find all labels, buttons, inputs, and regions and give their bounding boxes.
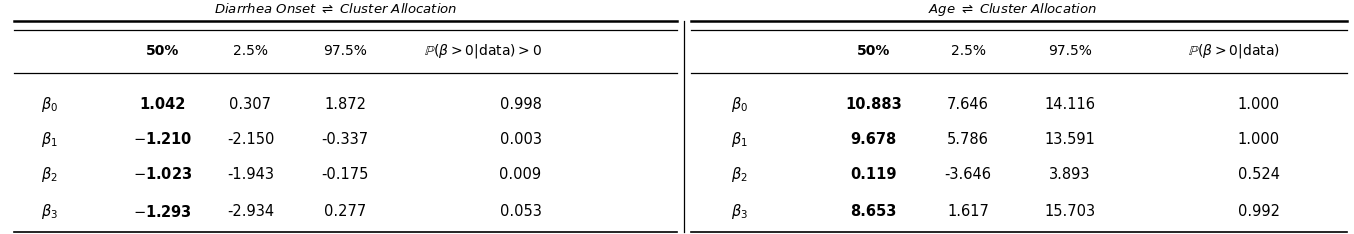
Text: 7.646: 7.646: [948, 97, 988, 112]
Text: 10.883: 10.883: [845, 97, 902, 112]
Text: 1.000: 1.000: [1238, 97, 1280, 112]
Text: 0.524: 0.524: [1238, 167, 1280, 182]
Text: $\beta_1$: $\beta_1$: [41, 130, 57, 149]
Text: 2.5%: 2.5%: [233, 44, 268, 58]
Text: $-$1.210: $-$1.210: [133, 131, 192, 147]
Text: 97.5%: 97.5%: [324, 44, 367, 58]
Text: -2.934: -2.934: [227, 204, 274, 219]
Text: $\beta_2$: $\beta_2$: [41, 165, 57, 184]
Text: 0.992: 0.992: [1238, 204, 1280, 219]
Text: 50%: 50%: [857, 44, 890, 58]
Text: $\beta_3$: $\beta_3$: [731, 202, 749, 221]
Text: 3.893: 3.893: [1049, 167, 1090, 182]
Text: $-$1.023: $-$1.023: [133, 166, 192, 182]
Text: -1.943: -1.943: [227, 167, 274, 182]
Text: 9.678: 9.678: [850, 132, 896, 147]
Text: 13.591: 13.591: [1044, 132, 1095, 147]
Text: -3.646: -3.646: [945, 167, 991, 182]
Text: 14.116: 14.116: [1044, 97, 1095, 112]
Text: $\mathit{Age}$ $\rightleftharpoons$ $\mathit{Cluster\ Allocation}$: $\mathit{Age}$ $\rightleftharpoons$ $\ma…: [929, 1, 1097, 18]
Text: 15.703: 15.703: [1044, 204, 1095, 219]
Text: 0.003: 0.003: [500, 132, 542, 147]
Text: $\beta_1$: $\beta_1$: [731, 130, 747, 149]
Text: -0.175: -0.175: [322, 167, 368, 182]
Text: -2.150: -2.150: [227, 132, 274, 147]
Text: 0.998: 0.998: [500, 97, 542, 112]
Text: 1.042: 1.042: [139, 97, 185, 112]
Text: 0.053: 0.053: [500, 204, 542, 219]
Text: 0.119: 0.119: [850, 167, 896, 182]
Text: 0.009: 0.009: [500, 167, 542, 182]
Text: 97.5%: 97.5%: [1048, 44, 1091, 58]
Text: 1.000: 1.000: [1238, 132, 1280, 147]
Text: $\beta_0$: $\beta_0$: [731, 95, 749, 114]
Text: $\mathit{Diarrhea\ Onset}$ $\rightleftharpoons$ $\mathit{Cluster\ Allocation}$: $\mathit{Diarrhea\ Onset}$ $\rightleftha…: [214, 3, 458, 16]
Text: 5.786: 5.786: [948, 132, 988, 147]
Text: -0.337: -0.337: [322, 132, 368, 147]
Text: $\mathbb{P}(\beta > 0|\mathrm{data})$: $\mathbb{P}(\beta > 0|\mathrm{data})$: [1187, 43, 1280, 60]
Text: $\beta_0$: $\beta_0$: [41, 95, 58, 114]
Text: $\beta_3$: $\beta_3$: [41, 202, 58, 221]
Text: 8.653: 8.653: [850, 204, 896, 219]
Text: $\mathbb{P}(\beta > 0|\mathrm{data}) > 0$: $\mathbb{P}(\beta > 0|\mathrm{data}) > 0…: [424, 43, 542, 60]
Text: 0.307: 0.307: [229, 97, 272, 112]
Text: 50%: 50%: [146, 44, 179, 58]
Text: 2.5%: 2.5%: [951, 44, 986, 58]
Text: 0.277: 0.277: [324, 204, 367, 219]
Text: $\beta_2$: $\beta_2$: [731, 165, 747, 184]
Text: 1.617: 1.617: [948, 204, 988, 219]
Text: 1.872: 1.872: [324, 97, 367, 112]
Text: $-$1.293: $-$1.293: [133, 204, 192, 220]
